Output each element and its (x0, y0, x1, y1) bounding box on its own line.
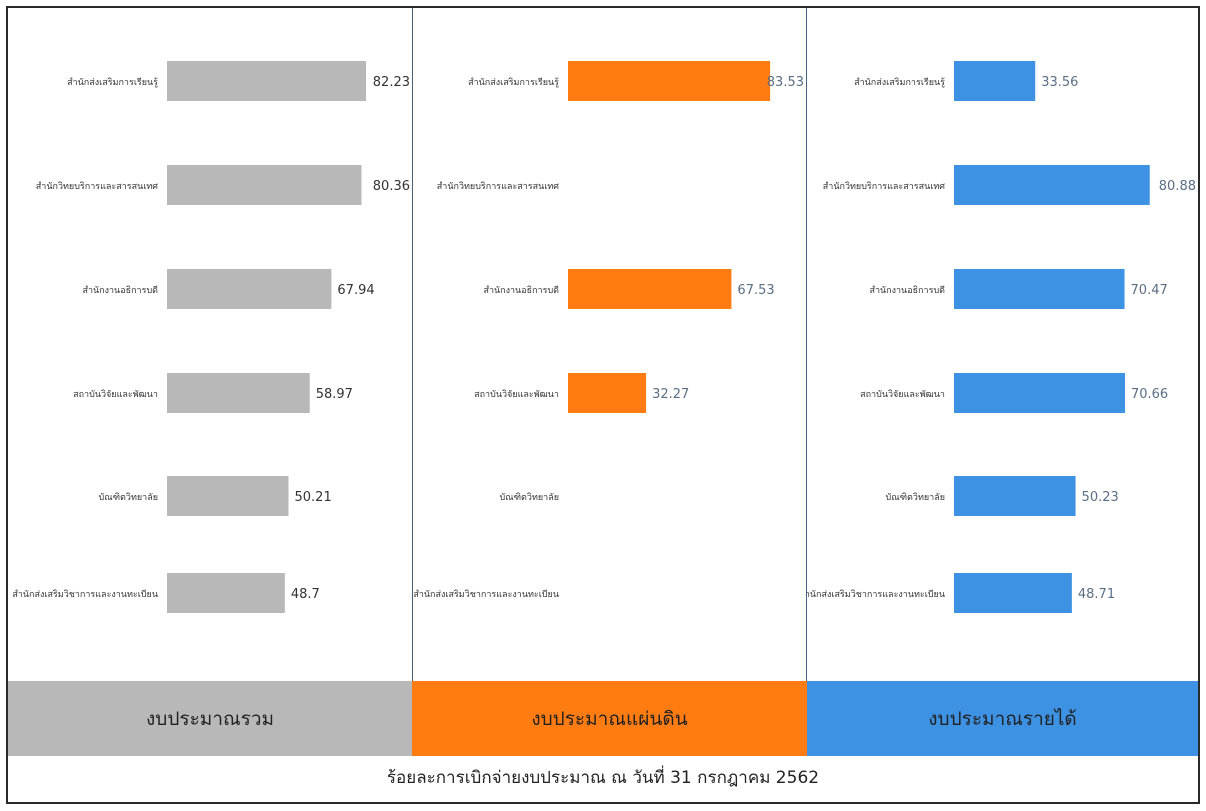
data-label: 83.53 (767, 75, 804, 90)
bar (167, 373, 310, 413)
category-label: บัณฑิตวิทยาลัย (500, 492, 559, 503)
category-label: สำนักส่งเสริมการเรียนรู้ (854, 77, 945, 88)
panel-divider (806, 8, 807, 681)
bar (167, 165, 362, 205)
category-label: สถาบันวิจัยและพัฒนา (860, 389, 945, 400)
bar-chart-svg: สำนักส่งเสริมการเรียนรู้ 83.53 สำนักวิทยบร… (413, 61, 804, 600)
bar-chart-svg: สำนักส่งเสริมการเรียนรู้ 82.23 สำนักวิทยบร… (12, 61, 410, 613)
panel-title-revenue: งบประมาณรายได้ (807, 681, 1198, 756)
bar (954, 573, 1072, 613)
category-label: สถาบันวิจัยและพัฒนา (474, 389, 559, 400)
bar (167, 61, 366, 101)
panel-revenue-budget: สำนักส่งเสริมการเรียนรู้ 33.56 สำนักวิทยบร… (799, 8, 1198, 681)
bar (954, 165, 1150, 205)
category-label: สำนักงานอธิการบดี (869, 285, 945, 296)
bar (954, 61, 1036, 101)
category-label: สำนักส่งเสริมวิชาการและงานทะเบียน (807, 589, 945, 600)
category-label: สำนักวิทยบริการและสารสนเทศ (823, 181, 945, 192)
panel-divider (412, 8, 413, 681)
category-label: สำนักส่งเสริมการเรียนรู้ (468, 77, 559, 88)
category-label: สำนักวิทยบริการและสารสนเทศ (437, 181, 559, 192)
bar-chart-svg: สำนักส่งเสริมการเรียนรู้ 33.56 สำนักวิทยบร… (799, 61, 1196, 613)
bar (954, 373, 1125, 413)
chart-caption: ร้อยละการเบิกจ่ายงบประมาณ ณ วันที่ 31 กร… (386, 768, 820, 788)
data-label: 67.53 (737, 283, 774, 298)
bar (568, 373, 647, 413)
category-label: สำนักส่งเสริมวิชาการและงานทะเบียน (413, 589, 559, 600)
panel-state-budget: สำนักส่งเสริมการเรียนรู้ 83.53 สำนักวิทยบร… (413, 8, 806, 681)
data-label: 58.97 (316, 387, 353, 402)
data-label: 48.71 (1078, 587, 1115, 602)
bar (954, 476, 1076, 516)
data-label: 67.94 (337, 283, 374, 298)
chart-frame: สำนักส่งเสริมการเรียนรู้ 82.23 สำนักวิทยบร… (6, 6, 1200, 804)
category-label: บัณฑิตวิทยาลัย (99, 492, 158, 503)
data-label: 80.36 (373, 179, 410, 194)
data-label: 70.47 (1131, 283, 1168, 298)
data-label: 48.7 (291, 587, 320, 602)
bar (167, 573, 285, 613)
category-label: สำนักวิทยบริการและสารสนเทศ (36, 181, 158, 192)
category-label: บัณฑิตวิทยาลัย (886, 492, 945, 503)
bar (568, 269, 732, 309)
panel-total-budget: สำนักส่งเสริมการเรียนรู้ 82.23 สำนักวิทยบร… (8, 8, 412, 681)
category-label: สำนักงานอธิการบดี (82, 285, 158, 296)
data-label: 50.21 (295, 490, 332, 505)
data-label: 82.23 (373, 75, 410, 90)
bar (954, 269, 1125, 309)
category-label: สำนักส่งเสริมการเรียนรู้ (67, 77, 158, 88)
data-label: 50.23 (1082, 490, 1119, 505)
data-label: 32.27 (652, 387, 689, 402)
bar (167, 269, 332, 309)
data-label: 70.66 (1131, 387, 1168, 402)
panel-title-total: งบประมาณรวม (8, 681, 412, 756)
category-label: สำนักส่งเสริมวิชาการและงานทะเบียน (12, 589, 158, 600)
category-label: สถาบันวิจัยและพัฒนา (73, 389, 158, 400)
data-label: 33.56 (1041, 75, 1078, 90)
category-label: สำนักงานอธิการบดี (483, 285, 559, 296)
panel-title-state: งบประมาณแผ่นดิน (412, 681, 807, 756)
bar (568, 61, 771, 101)
data-label: 80.88 (1159, 179, 1196, 194)
bar (167, 476, 289, 516)
